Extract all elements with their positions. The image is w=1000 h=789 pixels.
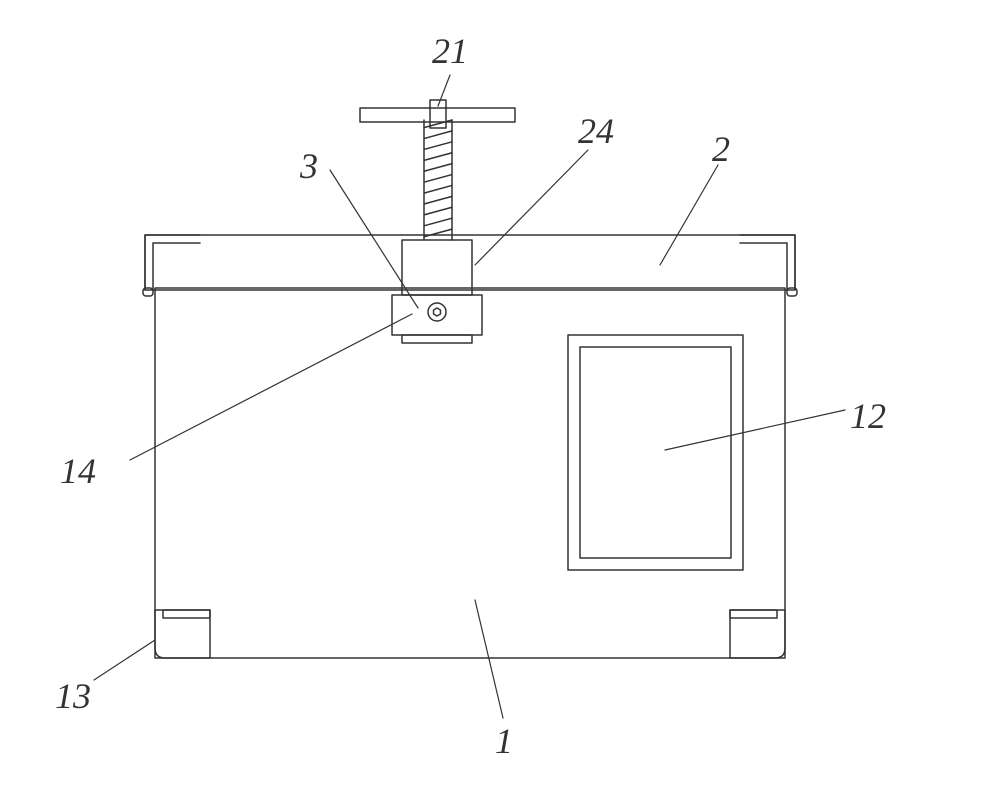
thread — [424, 207, 452, 215]
label-12: 12 — [850, 395, 886, 437]
label-14: 14 — [60, 450, 96, 492]
label-2: 2 — [712, 128, 730, 170]
lid-bracket-left-inner — [153, 243, 200, 290]
corner-bottom-right-notch — [730, 610, 777, 618]
label-24: 24 — [578, 110, 614, 152]
pivot-outer — [428, 303, 446, 321]
leader-2 — [660, 165, 718, 265]
pivot-hex — [434, 308, 441, 316]
thread — [424, 142, 452, 150]
latch-upper — [402, 240, 472, 295]
window-outer — [568, 335, 743, 570]
thread — [424, 196, 452, 204]
leader-6 — [94, 640, 155, 680]
thread — [424, 120, 452, 128]
latch-lower — [392, 295, 482, 335]
label-13: 13 — [55, 675, 91, 717]
latch-base — [402, 335, 472, 343]
label-3: 3 — [300, 145, 318, 187]
leader-1 — [475, 150, 588, 265]
thread — [424, 131, 452, 139]
leader-5 — [130, 314, 412, 460]
label-21: 21 — [432, 30, 468, 72]
corner-bottom-left-notch — [163, 610, 210, 618]
lid-bracket-right-inner — [740, 243, 787, 290]
leader-4 — [665, 410, 845, 450]
thread — [424, 164, 452, 172]
handle-bar — [360, 108, 515, 122]
leader-0 — [438, 75, 450, 106]
leader-7 — [475, 600, 503, 718]
thread — [424, 175, 452, 183]
label-1: 1 — [495, 720, 513, 762]
lid — [145, 235, 795, 290]
thread — [424, 153, 452, 161]
thread — [424, 218, 452, 226]
thread — [424, 185, 452, 193]
window-inner — [580, 347, 731, 558]
